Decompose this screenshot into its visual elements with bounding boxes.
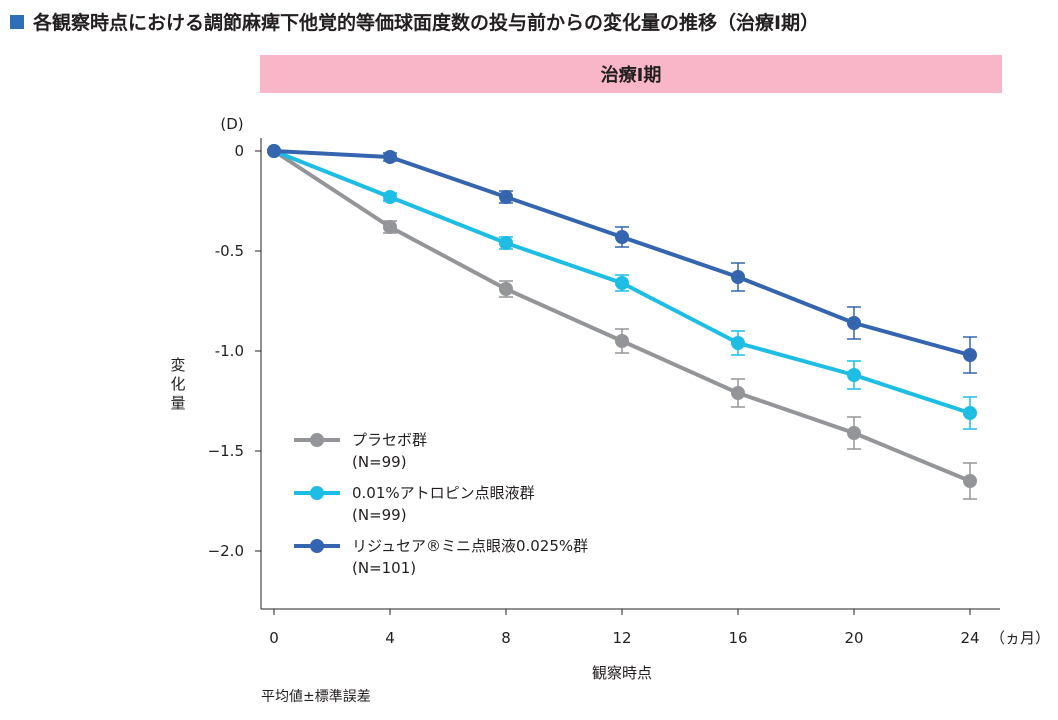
legend-n-label: (N=99)	[352, 506, 407, 524]
legend-swatch-marker	[310, 486, 324, 500]
title-marker-square-icon	[10, 14, 24, 29]
y-axis-title-char: 変	[170, 356, 185, 374]
data-point	[499, 282, 513, 296]
y-tick-label: -0.5	[215, 242, 244, 260]
data-point	[383, 150, 397, 164]
data-point	[499, 190, 513, 204]
phase-banner: 治療Ⅰ期	[260, 55, 1002, 93]
data-point	[963, 474, 977, 488]
y-unit-label: (D)	[220, 115, 243, 133]
legend-swatch-marker	[310, 433, 324, 447]
data-point	[847, 316, 861, 330]
legend-swatch-marker	[310, 539, 324, 553]
legend-label: 0.01%アトロピン点眼液群	[352, 484, 535, 502]
data-point	[383, 220, 397, 234]
data-point	[615, 230, 629, 244]
y-tick-label: 0	[234, 142, 244, 160]
x-unit-label: （ヵ月）	[990, 629, 1050, 647]
data-point	[847, 368, 861, 382]
chart-title: 各観察時点における調節麻痺下他覚的等価球面度数の投与前からの変化量の推移（治療Ⅰ…	[33, 12, 820, 34]
legend-n-label: (N=99)	[352, 453, 407, 471]
y-axis-title-char: 量	[170, 394, 185, 412]
data-point	[499, 236, 513, 250]
data-point	[963, 406, 977, 420]
data-point	[615, 334, 629, 348]
x-tick-label: 12	[612, 629, 631, 647]
legend-n-label: (N=101)	[352, 559, 416, 577]
x-tick-label: 0	[269, 629, 279, 647]
data-point	[731, 386, 745, 400]
phase-banner-label: 治療Ⅰ期	[600, 65, 662, 86]
x-tick-label: 16	[728, 629, 747, 647]
y-tick-label: −2.0	[208, 542, 244, 560]
series-line	[273, 149, 971, 357]
y-tick-label: -1.0	[215, 342, 244, 360]
data-point	[731, 336, 745, 350]
x-tick-label: 8	[501, 629, 511, 647]
x-tick-label: 20	[844, 629, 863, 647]
x-axis-title: 観察時点	[592, 664, 652, 682]
data-point	[847, 426, 861, 440]
legend-label: プラセボ群	[352, 431, 427, 449]
data-point	[963, 348, 977, 362]
x-tick-label: 24	[960, 629, 979, 647]
data-point	[383, 190, 397, 204]
data-point	[267, 144, 281, 158]
x-tick-label: 4	[385, 629, 395, 647]
data-point	[615, 276, 629, 290]
footnote: 平均値±標準誤差	[261, 689, 371, 705]
y-axis-title-char: 化	[170, 375, 185, 393]
data-point	[731, 270, 745, 284]
legend-label: リジュセア®ミニ点眼液0.025%群	[352, 537, 588, 555]
y-tick-label: −1.5	[208, 442, 244, 460]
chart-title-row: 各観察時点における調節麻痺下他覚的等価球面度数の投与前からの変化量の推移（治療Ⅰ…	[10, 8, 819, 35]
